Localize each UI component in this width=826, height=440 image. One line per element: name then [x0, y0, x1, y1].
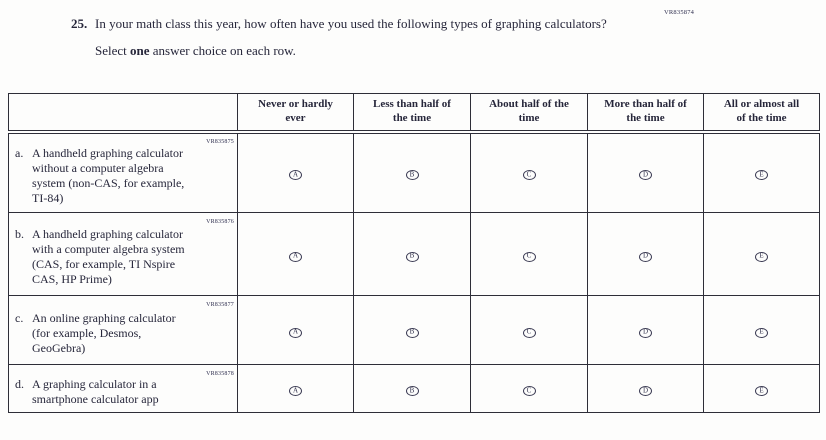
row-c-code: VR835877 — [206, 301, 234, 308]
row-b-label-cell: VR835876 b. A handheld graphing calculat… — [8, 212, 238, 296]
row-b-item: b. A handheld graphing calculator with a… — [15, 227, 233, 287]
table-row-d: VR835878 d. A graphing calculator in a s… — [8, 364, 820, 413]
row-c-prefix: c. — [15, 310, 24, 325]
row-d-cell-all: E — [703, 364, 820, 413]
form-code: VR835874 — [664, 9, 695, 16]
instruction-prefix: Select — [95, 43, 131, 59]
row-c-label-cell: VR835877 c. An online graphing calculato… — [8, 295, 238, 365]
bubble-e[interactable]: E — [755, 386, 768, 396]
row-a-prefix: a. — [15, 145, 24, 160]
row-c-cell-about: C — [470, 295, 588, 365]
bubble-b[interactable]: B — [405, 251, 419, 262]
question-body: In your math class this year, how often … — [95, 15, 607, 60]
row-b-cell-all: E — [703, 212, 820, 296]
column-header-never: Never or hardly ever — [237, 93, 354, 134]
header-row: Never or hardly ever Less than half of the… — [8, 93, 820, 134]
column-header-all: All or almost all of the time — [703, 93, 820, 134]
row-a-item: a. A handheld graphing calculator withou… — [15, 146, 233, 206]
bubble-c[interactable]: C — [522, 251, 536, 262]
row-b-prefix: b. — [15, 227, 24, 241]
row-d-item: d. A graphing calculator in a smartphone… — [15, 377, 233, 407]
bubble-a[interactable]: A — [289, 170, 302, 181]
question-number: 25. — [71, 16, 88, 31]
row-a-label-cell: VR835875 a. A handheld graphing calculat… — [8, 131, 238, 213]
row-b-cell-about: C — [470, 212, 588, 296]
bubble-d[interactable]: D — [639, 251, 652, 262]
bubble-d[interactable]: D — [639, 170, 652, 181]
row-d-cell-more: D — [587, 364, 704, 413]
row-a-code: VR835875 — [206, 139, 234, 145]
table-row-b: VR835876 b. A handheld graphing calculat… — [8, 212, 820, 296]
answer-grid: Never or hardly ever Less than half of the… — [8, 93, 820, 413]
column-header-about-half: About half of the time — [470, 93, 588, 134]
bubble-b[interactable]: B — [405, 327, 419, 338]
table-row-a: VR835875 a. A handheld graphing calculat… — [8, 131, 820, 213]
row-a-cell-about: C — [470, 131, 588, 213]
row-a-text: A handheld graphing calculator without a… — [32, 145, 185, 205]
row-a-cell-never: A — [237, 131, 354, 213]
row-c-cell-never: A — [237, 295, 354, 365]
bubble-c[interactable]: C — [522, 327, 536, 338]
bubble-c[interactable]: C — [522, 170, 536, 181]
row-c-cell-all: E — [703, 295, 820, 365]
row-b-text: A handheld graphing calculator with a co… — [32, 227, 185, 286]
row-b-cell-more: D — [587, 212, 704, 296]
row-d-cell-never: A — [237, 364, 354, 413]
row-c-cell-more: D — [587, 295, 704, 365]
question-instruction: Select one answer choice on each row. — [95, 42, 607, 60]
row-a-cell-less: B — [353, 131, 471, 213]
question-block: 25. In your math class this year, how of… — [71, 15, 607, 60]
row-d-text: A graphing calculator in a smartphone ca… — [32, 376, 159, 406]
bubble-e[interactable]: E — [755, 251, 768, 262]
bubble-e[interactable]: E — [755, 327, 768, 338]
corner-header-cell — [8, 93, 238, 134]
question-text: In your math class this year, how often … — [95, 16, 607, 31]
instruction-bold-word: one — [130, 43, 150, 59]
row-d-code: VR835878 — [206, 370, 234, 377]
bubble-a[interactable]: A — [289, 386, 302, 396]
bubble-c[interactable]: C — [522, 386, 536, 396]
row-c-cell-less: B — [353, 295, 471, 365]
row-b-cell-less: B — [353, 212, 471, 296]
table-row-c: VR835877 c. An online graphing calculato… — [8, 295, 820, 365]
bubble-d[interactable]: D — [639, 386, 652, 396]
instruction-suffix: answer choice on each row. — [149, 43, 296, 59]
row-c-item: c. An online graphing calculator (for ex… — [15, 311, 233, 356]
bubble-d[interactable]: D — [639, 327, 652, 338]
column-header-more-than-half: More than half of the time — [587, 93, 704, 134]
row-b-cell-never: A — [237, 212, 354, 296]
row-b-code: VR835876 — [206, 218, 234, 225]
row-a-cell-more: D — [587, 131, 704, 213]
row-d-cell-about: C — [470, 364, 588, 413]
bubble-a[interactable]: A — [289, 251, 302, 262]
row-d-label-cell: VR835878 d. A graphing calculator in a s… — [8, 364, 238, 413]
bubble-a[interactable]: A — [289, 327, 302, 338]
bubble-b[interactable]: B — [405, 386, 419, 396]
row-c-text: An online graphing calculator (for examp… — [32, 310, 176, 355]
row-a-cell-all: E — [703, 131, 820, 213]
bubble-e[interactable]: E — [755, 170, 768, 181]
column-header-less-than-half: Less than half of the time — [353, 93, 471, 134]
bubble-b[interactable]: B — [405, 170, 419, 181]
row-d-prefix: d. — [15, 376, 24, 391]
row-d-cell-less: B — [353, 364, 471, 413]
